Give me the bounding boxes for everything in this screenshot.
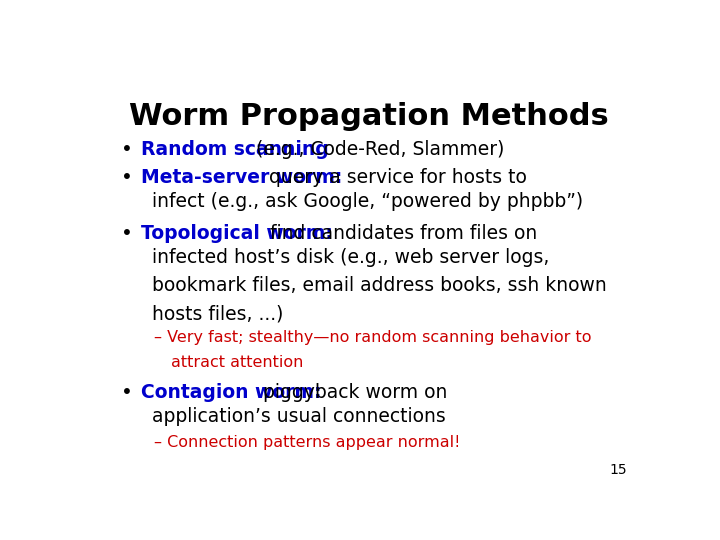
Text: (e.g., Code-Red, Slammer): (e.g., Code-Red, Slammer)	[250, 140, 504, 159]
Text: query a service for hosts to: query a service for hosts to	[263, 168, 527, 187]
Text: attract attention: attract attention	[171, 355, 303, 369]
Text: piggyback worm on: piggyback worm on	[251, 383, 447, 402]
Text: Worm Propagation Methods: Worm Propagation Methods	[129, 102, 609, 131]
Text: Contagion worm:: Contagion worm:	[141, 383, 322, 402]
Text: find candidates from files on: find candidates from files on	[264, 224, 537, 242]
Text: – Connection patterns appear normal!: – Connection patterns appear normal!	[154, 435, 461, 450]
Text: Random scanning: Random scanning	[141, 140, 329, 159]
Text: 15: 15	[609, 463, 626, 477]
Text: infected host’s disk (e.g., web server logs,: infected host’s disk (e.g., web server l…	[153, 248, 550, 267]
Text: •: •	[121, 224, 132, 242]
Text: hosts files, ...): hosts files, ...)	[153, 305, 284, 323]
Text: Meta-server worm:: Meta-server worm:	[141, 168, 343, 187]
Text: bookmark files, email address books, ssh known: bookmark files, email address books, ssh…	[153, 276, 607, 295]
Text: – Very fast; stealthy—no random scanning behavior to: – Very fast; stealthy—no random scanning…	[154, 330, 592, 346]
Text: Topological worm:: Topological worm:	[141, 224, 333, 242]
Text: •: •	[121, 168, 132, 187]
Text: infect (e.g., ask Google, “powered by phpbb”): infect (e.g., ask Google, “powered by ph…	[153, 192, 584, 211]
Text: application’s usual connections: application’s usual connections	[153, 407, 446, 426]
Text: •: •	[121, 140, 132, 159]
Text: •: •	[121, 383, 132, 402]
